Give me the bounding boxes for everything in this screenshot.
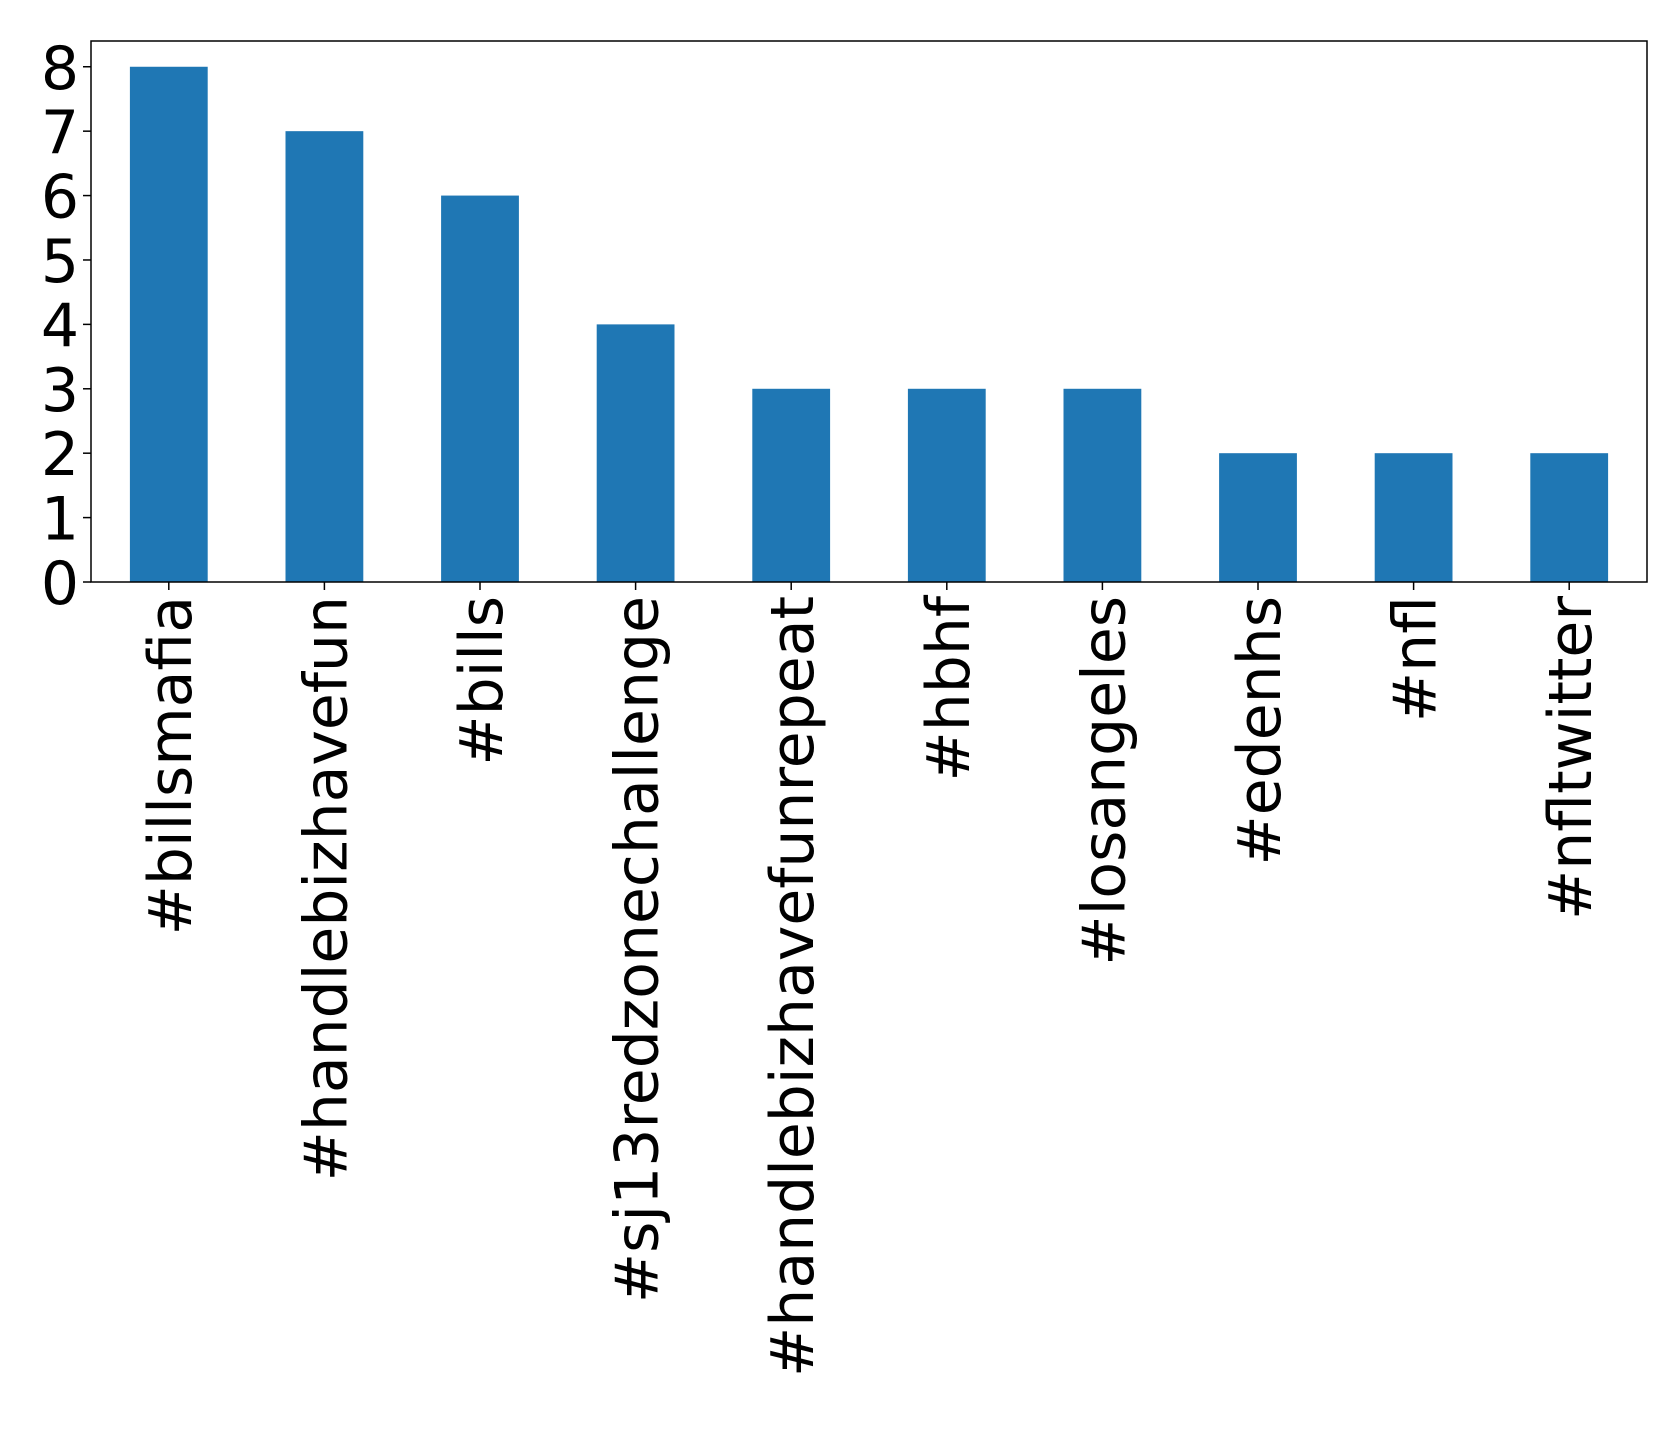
bar bbox=[1219, 453, 1297, 582]
y-tick-label: 1 bbox=[41, 485, 79, 555]
y-tick-label: 4 bbox=[41, 291, 79, 361]
x-tick-label: #losangeles bbox=[1069, 596, 1139, 966]
bar bbox=[752, 388, 831, 582]
x-tick-label: #handlebizhavefunrepeat bbox=[758, 596, 828, 1377]
bar bbox=[285, 131, 364, 582]
x-tick-label: #edenhs bbox=[1225, 596, 1295, 866]
y-tick-label: 5 bbox=[41, 227, 79, 297]
bar bbox=[1063, 388, 1142, 582]
x-tick-label: #billsmafia bbox=[136, 596, 206, 935]
bar bbox=[1530, 453, 1609, 582]
y-tick-label: 3 bbox=[41, 356, 79, 426]
bar bbox=[596, 324, 675, 582]
y-tick-label: 6 bbox=[41, 163, 79, 233]
bar bbox=[129, 66, 208, 582]
x-tick-label: #nfl bbox=[1381, 596, 1451, 722]
plot-frame bbox=[90, 40, 1648, 583]
y-tick-label: 8 bbox=[41, 34, 79, 104]
x-tick-label: #nfltwitter bbox=[1536, 596, 1606, 920]
x-tick-label: #bills bbox=[447, 596, 517, 766]
bar bbox=[907, 388, 986, 582]
y-tick-label: 7 bbox=[41, 98, 79, 168]
x-tick-label: #hbhf bbox=[914, 594, 984, 781]
bar bbox=[441, 195, 519, 583]
bar bbox=[1374, 453, 1453, 582]
x-tick-label: #sj13redzonechallenge bbox=[603, 596, 673, 1303]
x-tick-label: #handlebizhavefun bbox=[291, 596, 361, 1181]
y-tick-label: 0 bbox=[41, 549, 79, 619]
y-tick-label: 2 bbox=[41, 420, 79, 490]
